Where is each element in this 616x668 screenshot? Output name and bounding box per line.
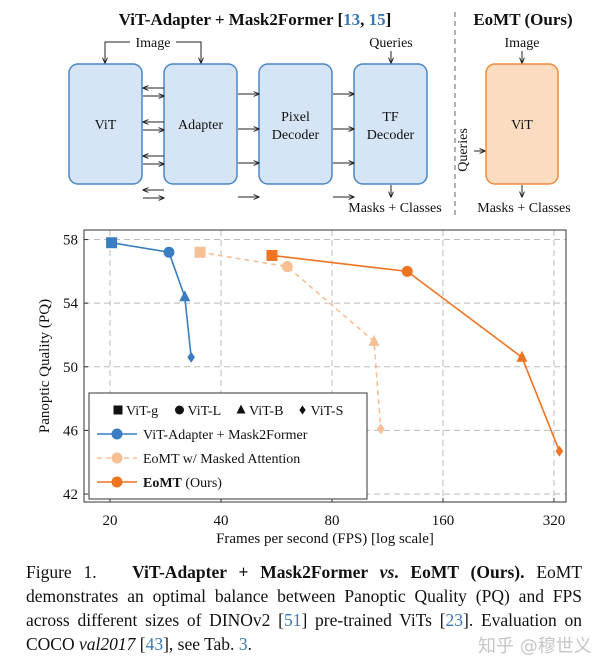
figure-caption: Figure 1. ViT-Adapter + Mask2Former vs. … [26,562,583,654]
triangle-marker [179,290,191,302]
caption-label: Figure 1. [26,562,97,582]
legend-marker [111,476,123,488]
series-1 [194,246,385,435]
block-label: TF Decoder [367,110,415,143]
plot-frame [83,229,567,503]
series-0 [106,237,196,363]
circle-marker [281,261,293,273]
y-tick-label: 54 [63,296,79,312]
citation-link[interactable]: 43 [145,634,164,654]
x-tick-label: 40 [214,513,229,529]
diamond-marker [555,445,564,457]
triangle-marker [236,404,246,414]
diamond-marker [299,405,306,415]
block-label-line: Pixel [281,110,310,125]
series-line [271,254,561,452]
block-label-line: Adapter [178,118,223,133]
x-tick-label: 80 [324,513,339,529]
table-link[interactable]: 3 [238,634,248,654]
citation-link[interactable]: 23 [445,610,464,630]
x-tick-label: 160 [432,513,455,529]
architecture-diagram: ViT-Adapter + Mask2Former [13, 15] EoMT … [68,10,573,216]
square-marker [106,237,118,249]
block-tf-decoder [353,63,428,185]
eomt-output-label: Masks + Classes [477,201,570,216]
y-tick-label: 58 [63,233,78,249]
right-diagram-title: EoMT (Ours) [473,10,572,29]
y-tick-label: 46 [63,423,79,439]
y-tick-label: 50 [63,360,78,376]
eomt-queries-label: Queries [456,128,471,172]
legend-label-name: EoMT w/ Masked Attention [143,452,300,467]
circle-marker [175,405,184,415]
legend-label-name: ViT-Adapter + Mask2Former [143,428,308,443]
legend-marker [111,428,123,440]
watermark: 知乎 @穆世义 [478,636,592,657]
legend-marker-label: ViT-g [126,404,158,419]
circle-marker [401,265,413,277]
block-adapter [163,63,238,185]
y-axis-label: Panoptic Quality (PQ) [37,299,53,433]
block-label-line: Decoder [272,128,320,143]
queries-label: Queries [369,36,413,51]
block-pixel-decoder [258,63,333,185]
series-2 [266,249,564,457]
eomt-vit-label: ViT [511,118,533,133]
legend-marker-label: ViT-S [311,404,344,419]
block-label: Adapter [178,118,223,133]
block-label-line: TF [382,110,399,125]
block-label: Pixel Decoder [272,110,320,143]
triangle-marker [516,350,528,362]
eomt-vit-block [485,63,559,185]
triangle-marker [368,334,380,346]
block-label-line: Decoder [367,128,415,143]
legend-label-suffix: (Ours) [182,476,222,491]
series-line [199,251,382,429]
legend-marker-label: ViT-B [249,404,283,419]
block-label: ViT [95,118,117,133]
square-marker [113,405,123,415]
pq-fps-chart: 20 40 80 160 320 42 46 50 54 58 Panoptic Quality … [37,229,567,547]
image-arrow-adapter [176,41,201,63]
block-vit [68,63,143,185]
x-axis-label: Frames per second (FPS) [log scale] [216,531,434,547]
legend-label: EoMT w/ Masked Attention [143,452,300,467]
diamond-marker [376,423,385,435]
image-label: Image [136,36,171,51]
square-marker [266,249,278,261]
image-arrow-vit [105,41,130,63]
circle-marker [163,246,175,258]
block-label-line: ViT [95,118,117,133]
diamond-marker [187,351,196,363]
series-line [111,241,192,358]
square-marker [194,246,206,258]
legend-label-name: EoMT [143,476,183,491]
eomt-image-label: Image [505,36,540,51]
left-diagram-title: ViT-Adapter + Mask2Former [13, 15] [119,10,392,29]
x-tick-label: 320 [543,513,566,529]
legend-marker [111,452,123,464]
citation-link[interactable]: 51 [284,610,302,630]
caption-title: ViT-Adapter + Mask2Former vs. EoMT (Ours… [132,562,525,582]
legend-label: ViT-Adapter + Mask2Former [143,428,308,443]
legend-marker-label: ViT-L [188,404,222,419]
output-label: Masks + Classes [348,201,441,216]
y-tick-label: 42 [63,487,78,503]
x-tick-label: 20 [103,513,118,529]
legend-label: EoMT (Ours) [143,476,222,491]
